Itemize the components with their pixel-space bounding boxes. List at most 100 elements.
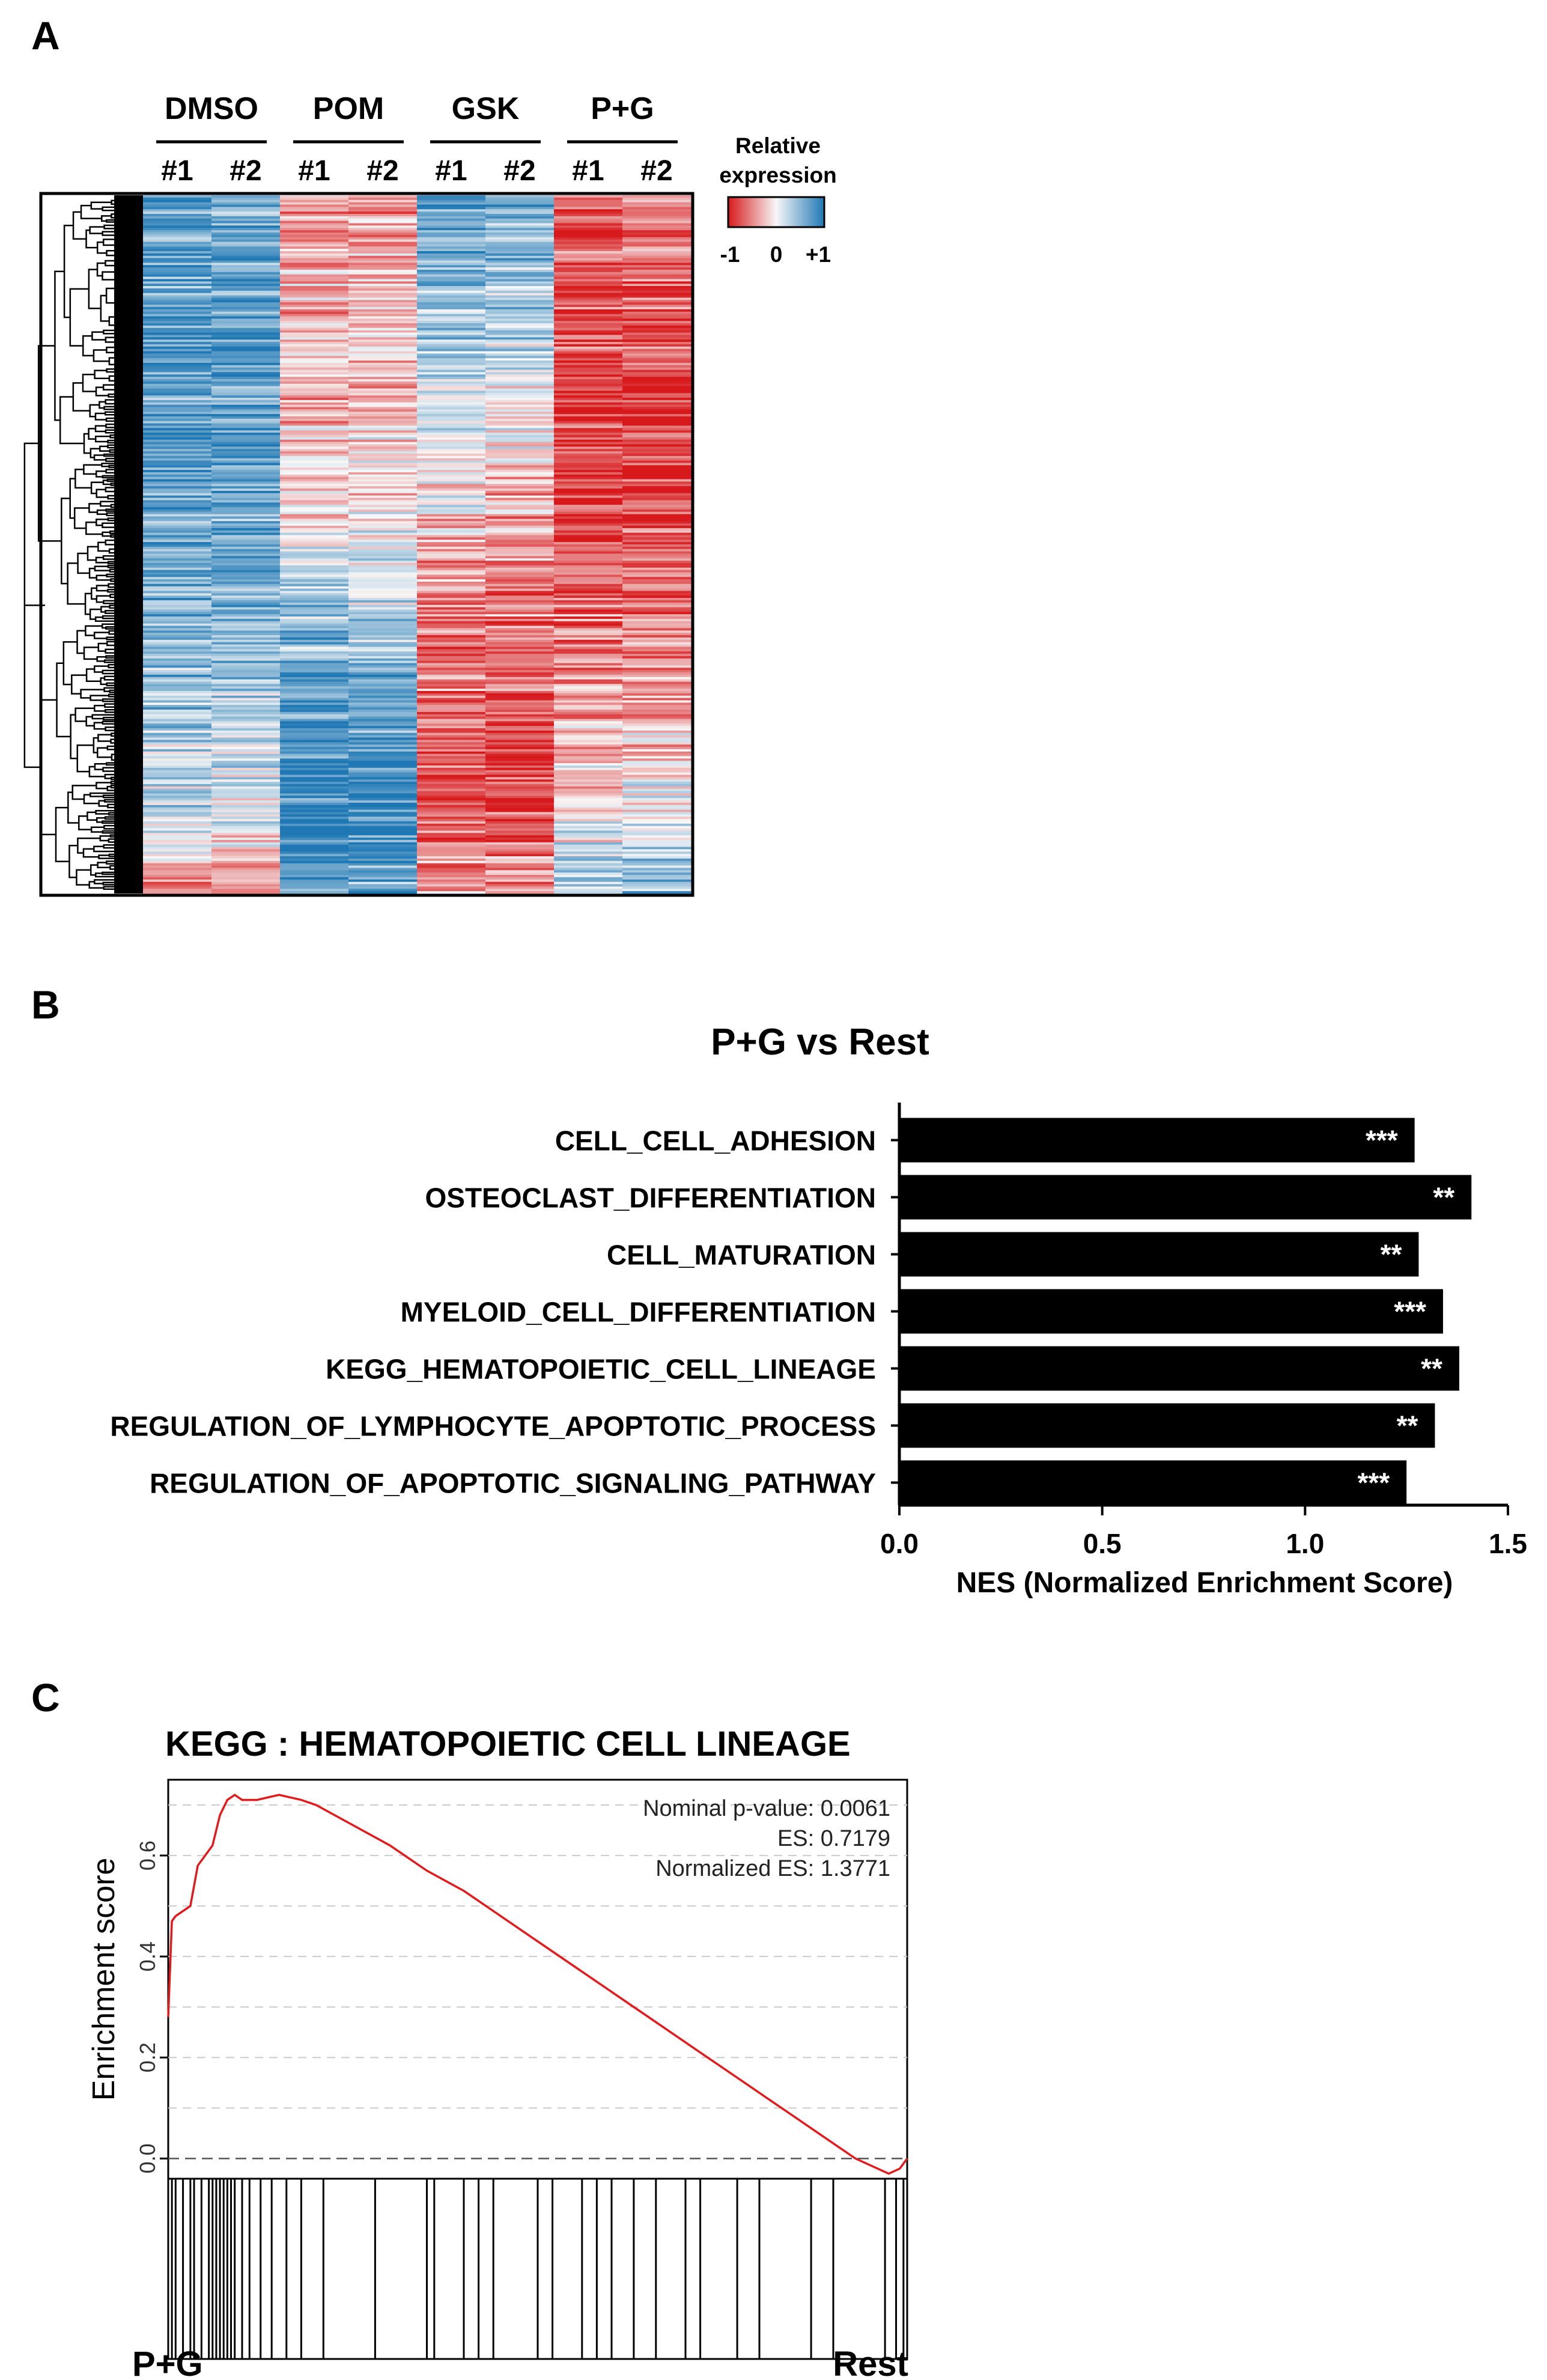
heatmap-cell: [211, 549, 281, 552]
heatmap-cell: [485, 488, 555, 492]
heatmap-cell: [417, 679, 486, 683]
dendrogram-branch: [101, 215, 112, 222]
heatmap-cell: [280, 654, 349, 657]
heatmap-cell: [348, 228, 418, 231]
heatmap-cell: [280, 412, 349, 415]
heatmap-cell: [417, 561, 486, 564]
heatmap-cell: [417, 542, 486, 545]
heatmap-cell: [143, 644, 212, 648]
heatmap-cell: [211, 323, 281, 326]
heatmap-cell: [280, 484, 349, 487]
heatmap-cell: [280, 884, 349, 887]
heatmap-cell: [348, 204, 418, 207]
heatmap-cell: [348, 607, 418, 610]
heatmap-cell: [622, 409, 691, 412]
heatmap-cell: [211, 628, 281, 631]
dendrogram-branch: [93, 737, 99, 753]
heatmap-cell: [143, 204, 212, 207]
dendrogram-branch: [105, 287, 115, 304]
heatmap-cell: [622, 439, 691, 443]
heatmap-cell: [348, 544, 418, 547]
heatmap-cell: [554, 679, 623, 683]
heatmap-cell: [417, 495, 486, 499]
heatmap-cell: [143, 602, 212, 606]
heatmap-cell: [280, 828, 349, 832]
heatmap-cell: [211, 658, 281, 662]
heatmap-cell: [485, 258, 555, 261]
dendrogram-branch: [93, 349, 109, 362]
dendrogram-branch: [89, 404, 100, 418]
heatmap-cell: [211, 702, 281, 705]
heatmap-cell: [211, 737, 281, 740]
heatmap-cell: [280, 802, 349, 806]
heatmap-cell: [143, 244, 212, 247]
heatmap-cell: [211, 300, 281, 303]
heatmap-cell: [280, 875, 349, 878]
dendrogram-branch: [103, 716, 115, 721]
heatmap-cell: [211, 249, 281, 252]
heatmap-cell: [211, 777, 281, 780]
heatmap-cell: [280, 782, 349, 785]
dendrogram-branch: [103, 600, 115, 604]
heatmap-cell: [622, 756, 691, 759]
heatmap-cell: [417, 737, 486, 740]
heatmap-cell: [485, 537, 555, 540]
heatmap-cell: [417, 570, 486, 573]
heatmap-cell: [622, 868, 691, 871]
heatmap-cell: [348, 588, 418, 592]
heatmap-cell: [280, 330, 349, 333]
heatmap-cell: [622, 782, 691, 785]
heatmap-cell: [417, 581, 486, 585]
heatmap-cell: [622, 600, 691, 603]
heatmap-cell: [554, 740, 623, 743]
heatmap-cell: [348, 367, 418, 371]
heatmap-cell: [417, 753, 486, 757]
heatmap-cell: [211, 507, 281, 510]
heatmap-cell: [280, 540, 349, 543]
heatmap-cell: [485, 526, 555, 529]
heatmap-cell: [485, 644, 555, 648]
heatmap-cell: [554, 749, 623, 752]
heatmap-cell: [554, 516, 623, 519]
heatmap-cell: [348, 651, 418, 654]
heatmap-cell: [554, 500, 623, 503]
heatmap-cell: [622, 213, 691, 217]
heatmap-cell: [143, 791, 212, 794]
heatmap-cell: [211, 577, 281, 580]
heatmap-cell: [143, 365, 212, 368]
heatmap-cell: [280, 835, 349, 838]
heatmap-cell: [211, 753, 281, 757]
heatmap-cell: [143, 532, 212, 536]
heatmap-cell: [417, 362, 486, 366]
heatmap-cell: [280, 842, 349, 845]
dendrogram-branch: [103, 224, 115, 230]
heatmap-cell: [417, 358, 486, 361]
heatmap-cell: [554, 370, 623, 373]
heatmap-cell: [280, 656, 349, 659]
heatmap-cell: [280, 749, 349, 752]
heatmap-cell: [417, 490, 486, 494]
heatmap-cell: [622, 416, 691, 419]
heatmap-cell: [348, 391, 418, 394]
heatmap-cell: [417, 556, 486, 559]
heatmap-cell: [143, 439, 212, 443]
heatmap-cell: [417, 519, 486, 522]
heatmap-cell: [348, 493, 418, 496]
heatmap-cell: [622, 854, 691, 857]
heatmap-cell: [280, 202, 349, 205]
heatmap-cell: [554, 791, 623, 794]
heatmap-cell: [280, 689, 349, 692]
heatmap-cell: [554, 327, 623, 331]
heatmap-cell: [348, 884, 418, 887]
heatmap-cell: [348, 519, 418, 522]
heatmap-cell: [280, 546, 349, 550]
heatmap-cell: [622, 514, 691, 517]
heatmap-cell: [143, 246, 212, 249]
heatmap-cell: [348, 537, 418, 540]
heatmap-cell: [485, 581, 555, 585]
heatmap-cell: [554, 879, 623, 883]
heatmap-cell: [485, 807, 555, 811]
heatmap-cell: [554, 239, 623, 243]
heatmap-cell: [348, 598, 418, 601]
heatmap-cell: [485, 377, 555, 380]
